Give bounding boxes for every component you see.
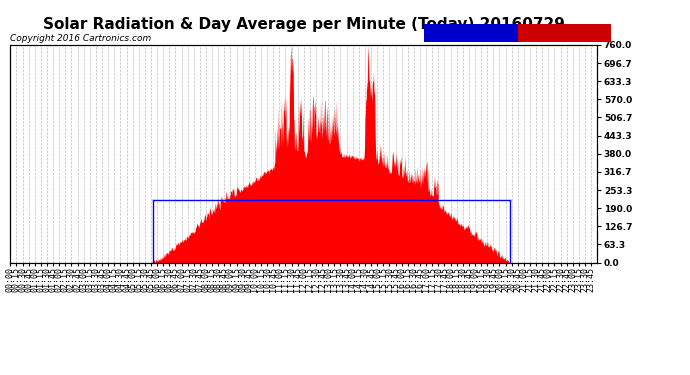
Text: Solar Radiation & Day Average per Minute (Today) 20160729: Solar Radiation & Day Average per Minute… [43, 17, 564, 32]
Text: Copyright 2016 Cartronics.com: Copyright 2016 Cartronics.com [10, 34, 152, 43]
Text: Radiation (W/m2): Radiation (W/m2) [520, 28, 609, 38]
Text: Median (W/m2): Median (W/m2) [427, 28, 504, 38]
